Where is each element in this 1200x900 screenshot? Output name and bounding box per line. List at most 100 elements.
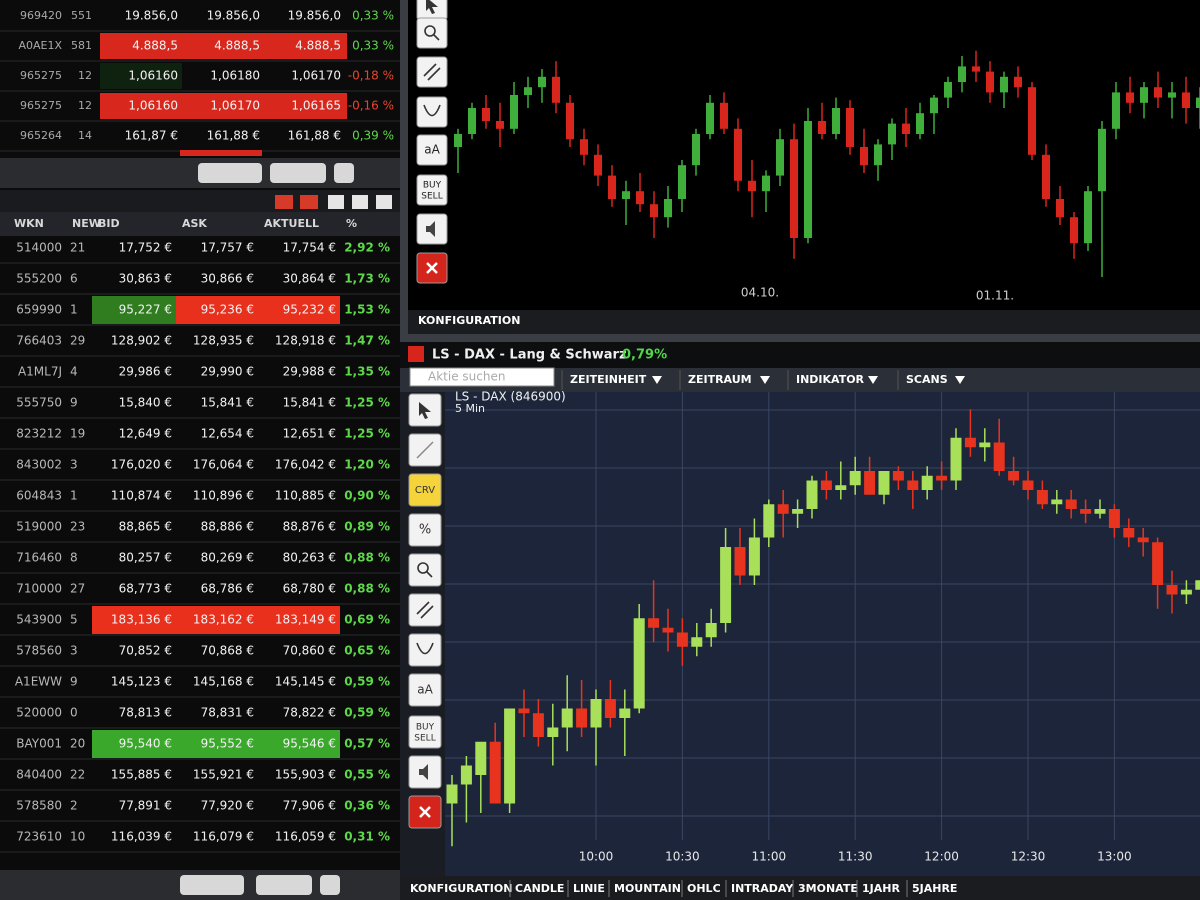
cell[interactable]: 176,064 € (193, 458, 254, 472)
cell[interactable]: 29 (70, 334, 85, 348)
dropdown-arrow[interactable] (868, 376, 878, 384)
tool-label[interactable]: BUY (423, 181, 442, 191)
cell[interactable]: 128,902 € (111, 334, 172, 348)
cell[interactable]: 155,903 € (275, 768, 336, 782)
toolbar-button[interactable] (320, 875, 340, 895)
cell[interactable]: 9 (70, 675, 78, 689)
cell[interactable]: 555200 (16, 272, 62, 286)
menu-item[interactable]: SCANS (906, 373, 948, 386)
cell[interactable]: 29,990 € (201, 365, 254, 379)
cell[interactable]: 12,649 € (119, 427, 172, 441)
menu-item[interactable]: INDIKATOR (796, 373, 865, 386)
cell[interactable]: 78,822 € (283, 706, 336, 720)
tool-label[interactable]: aA (417, 683, 433, 697)
cell[interactable]: 514000 (16, 241, 62, 255)
cell[interactable]: 20 (70, 737, 85, 751)
cell[interactable]: 555750 (16, 396, 62, 410)
tool-label[interactable]: SELL (421, 192, 442, 202)
cell[interactable]: 17,754 € (283, 241, 336, 255)
footer-menu-item[interactable]: 5JAHRE (912, 882, 957, 895)
cell[interactable]: 95,227 € (119, 303, 172, 317)
cell[interactable]: 519000 (16, 520, 62, 534)
tool-button[interactable] (416, 96, 448, 128)
cell[interactable]: 22 (70, 768, 85, 782)
cell[interactable]: 3 (70, 644, 78, 658)
footer-menu-item[interactable]: 1JAHR (862, 882, 900, 895)
cell[interactable]: 155,921 € (193, 768, 254, 782)
cell[interactable]: 843002 (16, 458, 62, 472)
cell[interactable]: 543900 (16, 613, 62, 627)
cell[interactable]: 823212 (16, 427, 62, 441)
tool-button[interactable] (416, 174, 448, 206)
cell[interactable]: 1,20 % (344, 458, 390, 472)
tool-button[interactable] (416, 17, 448, 49)
toolbar-button[interactable] (180, 875, 244, 895)
window-icon[interactable] (275, 195, 293, 209)
cell[interactable]: 80,269 € (201, 551, 254, 565)
search-placeholder[interactable]: Aktie suchen (428, 370, 505, 384)
cell[interactable]: 12,651 € (283, 427, 336, 441)
footer-menu-item[interactable]: LINIE (573, 882, 605, 895)
cell[interactable]: 17,757 € (201, 241, 254, 255)
toolbar-button[interactable] (334, 163, 354, 183)
cell[interactable]: 1,47 % (344, 334, 390, 348)
cell[interactable]: 2 (70, 799, 78, 813)
cell[interactable]: 0,36 % (344, 799, 390, 813)
cell[interactable]: 9 (70, 396, 78, 410)
cell[interactable]: 128,935 € (193, 334, 254, 348)
cell[interactable]: 0,89 % (344, 520, 390, 534)
window-icon[interactable] (328, 195, 344, 209)
cell[interactable]: 723610 (16, 830, 62, 844)
cell[interactable]: 80,263 € (283, 551, 336, 565)
cell[interactable]: 23 (70, 520, 85, 534)
footer-menu-item[interactable]: MOUNTAIN (614, 882, 681, 895)
cell[interactable]: 0,55 % (344, 768, 390, 782)
cell[interactable]: 155,885 € (111, 768, 172, 782)
footer-menu-item[interactable]: KONFIGURATION (410, 882, 512, 895)
cell[interactable]: 0,69 % (344, 613, 390, 627)
cell[interactable]: 70,860 € (283, 644, 336, 658)
cell[interactable]: 145,168 € (193, 675, 254, 689)
cell[interactable]: 116,059 € (275, 830, 336, 844)
cell[interactable]: 840400 (16, 768, 62, 782)
cell[interactable]: 30,864 € (283, 272, 336, 286)
dropdown-arrow[interactable] (760, 376, 770, 384)
footer-menu-item[interactable]: CANDLE (515, 882, 564, 895)
cell[interactable]: 95,236 € (201, 303, 254, 317)
tool-label[interactable]: SELL (414, 734, 435, 744)
cell[interactable]: 78,813 € (119, 706, 172, 720)
footer-menu-item[interactable]: OHLC (687, 882, 721, 895)
cell[interactable]: 176,020 € (111, 458, 172, 472)
cell[interactable]: 3 (70, 458, 78, 472)
cell[interactable]: A1ML7J (18, 365, 62, 379)
cell[interactable]: 0,90 % (344, 489, 390, 503)
cell[interactable]: 116,079 € (193, 830, 254, 844)
cell[interactable]: 1,53 % (344, 303, 390, 317)
tool-button[interactable] (408, 633, 442, 667)
cell[interactable]: 77,920 € (201, 799, 254, 813)
footer-menu-item[interactable]: 3MONATE (798, 882, 858, 895)
cell[interactable]: 8 (70, 551, 78, 565)
tool-button[interactable] (408, 513, 442, 547)
cell[interactable]: 1,25 % (344, 427, 390, 441)
cell[interactable]: 1,25 % (344, 396, 390, 410)
cell[interactable]: 27 (70, 582, 85, 596)
tool-label[interactable]: CRV (415, 485, 435, 496)
cell[interactable]: 0,57 % (344, 737, 390, 751)
window-icon[interactable] (352, 195, 368, 209)
cell[interactable]: 70,868 € (201, 644, 254, 658)
cell[interactable]: 68,786 € (201, 582, 254, 596)
cell[interactable]: 15,841 € (201, 396, 254, 410)
search-box[interactable] (409, 367, 555, 387)
cell[interactable]: 128,918 € (275, 334, 336, 348)
tool-label[interactable]: % (419, 523, 431, 538)
window-icon[interactable] (376, 195, 392, 209)
menu-item[interactable]: ZEITRAUM (688, 373, 752, 386)
cell[interactable]: 88,865 € (119, 520, 172, 534)
cell[interactable]: 176,042 € (275, 458, 336, 472)
cell[interactable]: 10 (70, 830, 85, 844)
cell[interactable]: 19 (70, 427, 85, 441)
cell[interactable]: 145,123 € (111, 675, 172, 689)
cell[interactable]: 110,874 € (111, 489, 172, 503)
cell[interactable]: 0 (70, 706, 78, 720)
